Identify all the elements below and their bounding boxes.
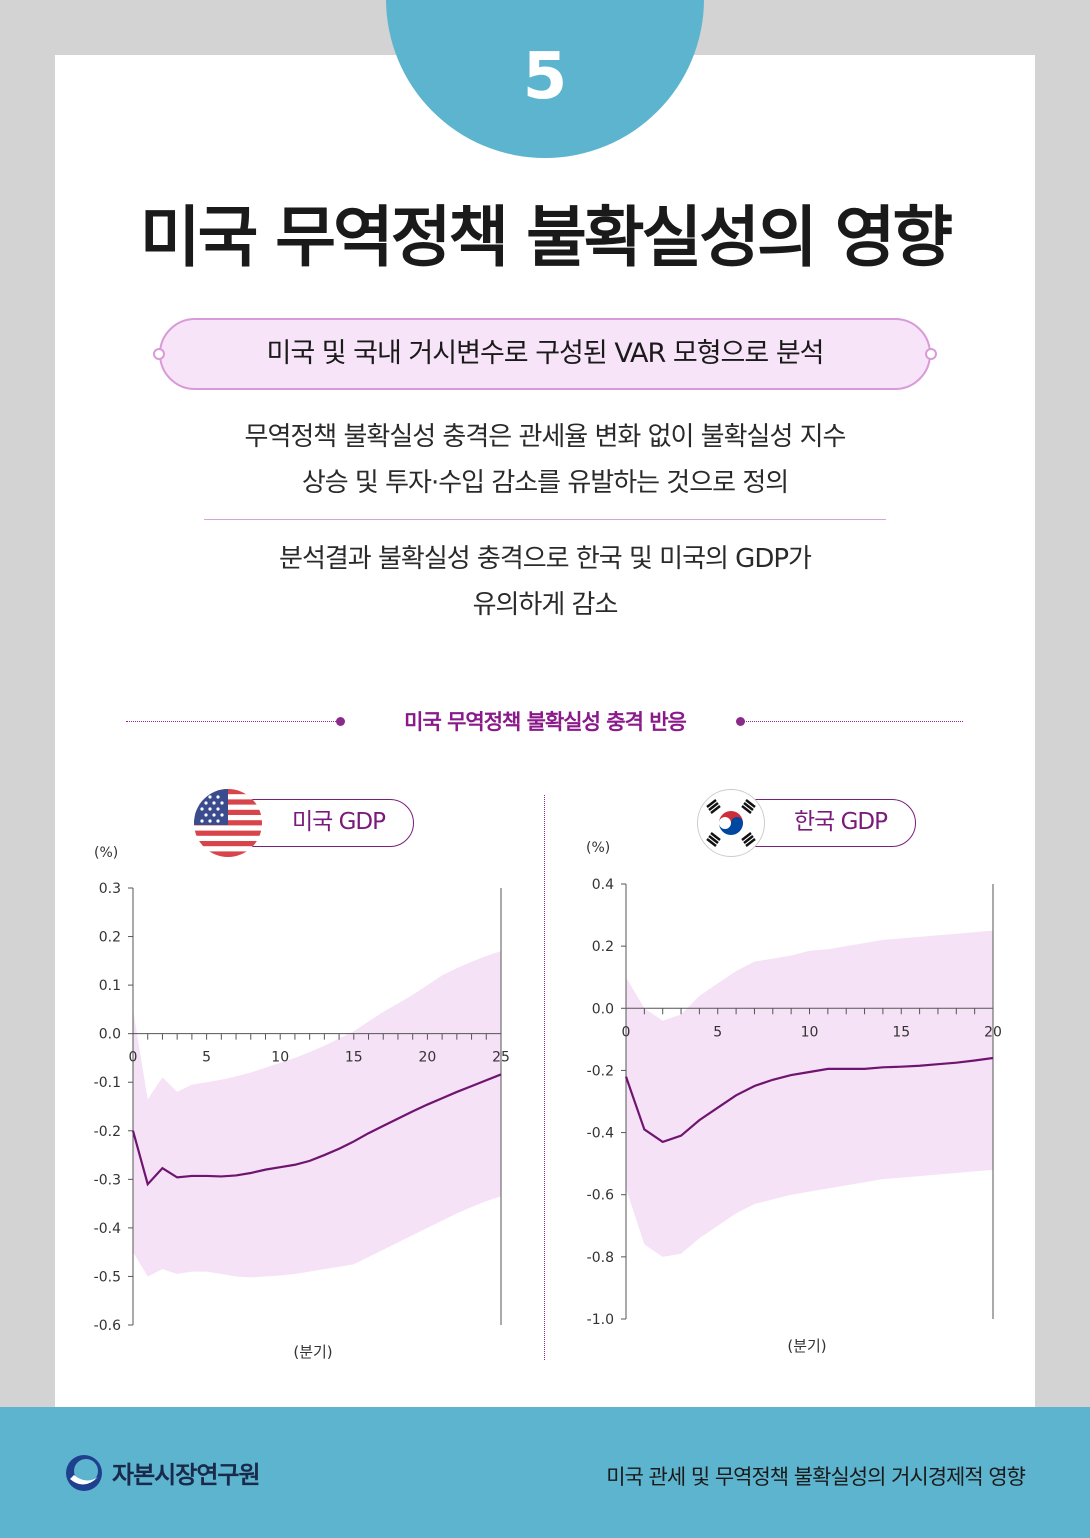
method-pill-text: 미국 및 국내 거시변수로 구성된 VAR 모형으로 분석 [266, 338, 824, 369]
us-y-unit-label: (%) [94, 845, 118, 861]
us-y-tick-label: 0.1 [99, 978, 121, 994]
us-y-tick-label: 0.0 [99, 1027, 121, 1043]
result-line-1: 분석결과 불확실성 충격으로 한국 및 미국의 GDP가 [279, 544, 812, 574]
section-rule-left [126, 721, 338, 722]
kr-x-tick-label: 0 [622, 1024, 631, 1040]
result-line-2: 유의하게 감소 [472, 590, 619, 620]
kr-x-tick-label: 5 [713, 1024, 722, 1040]
section-dot-right [736, 717, 745, 726]
us-y-tick-label: -0.2 [94, 1124, 121, 1140]
korea-flag-icon [697, 789, 765, 857]
us-gdp-chart: 0.3 0.2 0.1 0.0 -0.1 -0.2 -0.3 -0.4 -0.5 -0.6 0 5 10… [94, 845, 510, 1361]
us-x-tick-label: 20 [418, 1050, 436, 1066]
section-dot-left [336, 717, 345, 726]
us-impulse-response-line [131, 1073, 502, 1187]
kr-confidence-band [626, 930, 993, 1257]
report-title: 미국 관세 및 무역정책 불확실성의 거시경제적 영향 [606, 1465, 1026, 1489]
kr-x-tick-label: 15 [892, 1024, 910, 1040]
us-y-tick-label: -0.4 [94, 1221, 121, 1237]
kr-y-unit-label: (%) [586, 840, 610, 856]
pill-right-dot [925, 348, 937, 360]
kr-y-tick-label: -0.2 [587, 1063, 614, 1079]
method-pill: 미국 및 국내 거시변수로 구성된 VAR 모형으로 분석 [153, 318, 937, 390]
us-y-tick-label: -0.6 [94, 1318, 121, 1334]
us-gdp-label: 미국 GDP [291, 809, 386, 835]
korea-gdp-label: 한국 GDP [793, 809, 888, 835]
us-x-tick-label: 0 [129, 1050, 138, 1066]
kr-y-tick-label: 0.2 [592, 939, 614, 955]
text-divider [204, 519, 886, 520]
institute-name: 자본시장연구원 [112, 1461, 261, 1489]
kr-y-tick-label: 0.0 [592, 1001, 614, 1017]
kr-y-tick-label: -0.4 [587, 1126, 614, 1142]
institute-logo-icon [64, 1453, 104, 1493]
kr-y-tick-label: -1.0 [587, 1312, 614, 1328]
us-x-tick-label: 15 [345, 1050, 363, 1066]
footer-bar: 자본시장연구원 미국 관세 및 무역정책 불확실성의 거시경제적 영향 [0, 1407, 1090, 1538]
kr-y-tick-label: -0.6 [587, 1188, 614, 1204]
us-x-axis-label: (분기) [293, 1343, 332, 1361]
page-title: 미국 무역정책 불확실성의 영향 [139, 199, 953, 276]
us-y-tick-label: -0.5 [94, 1269, 121, 1285]
kr-y-tick-label: 0.4 [592, 877, 614, 893]
section-rule-right [744, 721, 963, 722]
kr-x-tick-label: 20 [984, 1024, 1002, 1040]
kr-x-tick-label: 10 [801, 1024, 819, 1040]
korea-gdp-chart: 0.4 0.2 0.0 -0.2 -0.4 -0.6 -0.8 -1.0 0 5 10 15 20 (%)… [586, 840, 1002, 1355]
us-y-tick-label: 0.2 [99, 930, 121, 946]
us-y-tick-label: -0.1 [94, 1075, 121, 1091]
us-x-tick-label: 25 [492, 1050, 510, 1066]
definition-line-1: 무역정책 불확실성 충격은 관세율 변화 없이 불확실성 지수 [244, 422, 847, 452]
us-y-tick-label: -0.3 [94, 1172, 121, 1188]
page-number: 5 [522, 40, 568, 114]
kr-x-axis-label: (분기) [787, 1337, 826, 1355]
kr-y-tick-label: -0.8 [587, 1250, 614, 1266]
section-title: 미국 무역정책 불확실성 충격 반응 [404, 710, 687, 734]
definition-line-2: 상승 및 투자·수입 감소를 유발하는 것으로 정의 [301, 468, 789, 498]
pill-left-dot [153, 348, 165, 360]
us-y-tick-label: 0.3 [99, 881, 121, 897]
us-x-tick-label: 10 [271, 1050, 289, 1066]
chart-divider [544, 795, 545, 1360]
us-x-tick-label: 5 [202, 1050, 211, 1066]
kr-impulse-response-line [624, 1056, 994, 1144]
us-confidence-band [133, 951, 501, 1278]
